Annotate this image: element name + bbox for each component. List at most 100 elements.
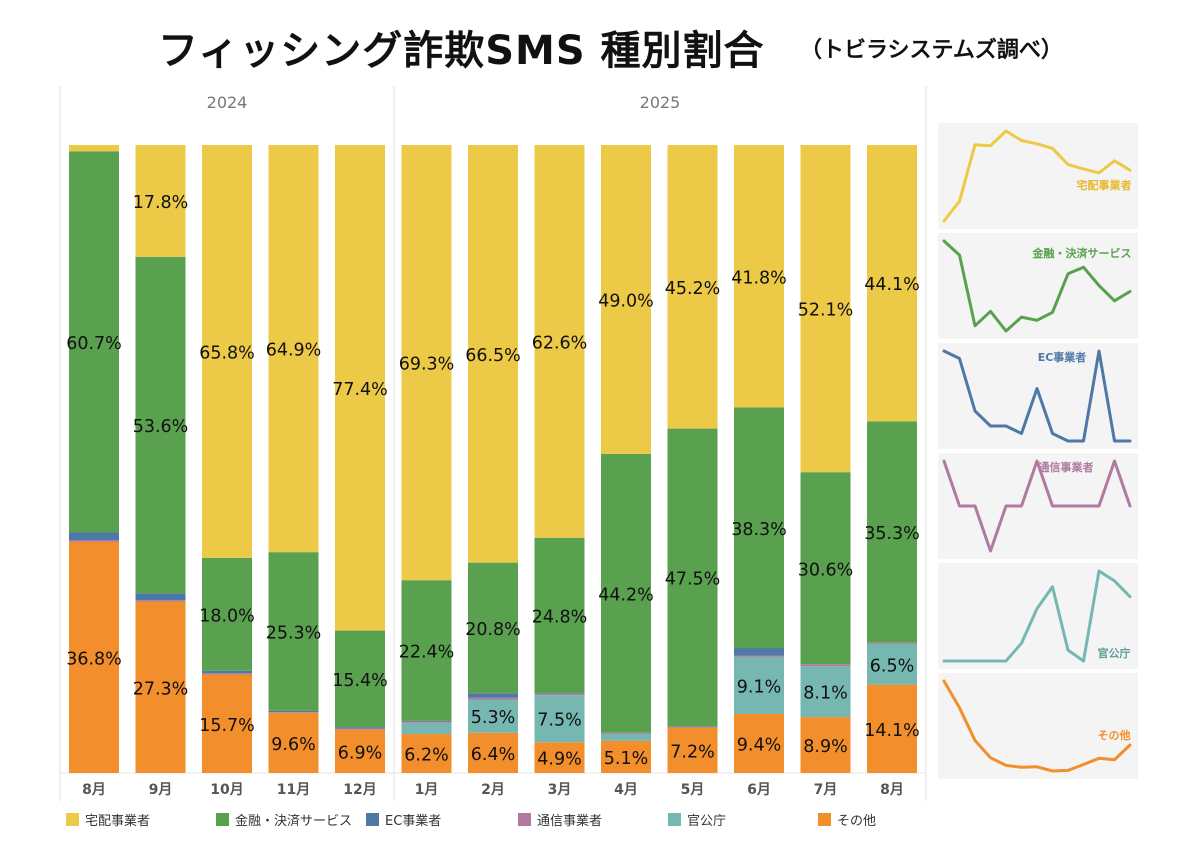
bar-segment bbox=[468, 699, 518, 733]
sparkline-1: 宅配事業者 bbox=[938, 123, 1138, 229]
bar-segment bbox=[867, 145, 917, 422]
data-label: 5.1% bbox=[604, 749, 648, 769]
bar-segment bbox=[468, 697, 518, 700]
data-label: 7.5% bbox=[537, 711, 581, 731]
sparkline-label: 通信事業者 bbox=[1039, 460, 1094, 474]
bar-segment bbox=[800, 145, 851, 473]
data-label: 66.5% bbox=[465, 346, 521, 366]
bar-segment bbox=[202, 557, 252, 671]
year-label-2024: 2024 bbox=[207, 93, 248, 112]
x-axis-ticks: 8月 9月 10月 11月 12月 1月 2月 3月 4月 5月 6月 7月 8月 bbox=[82, 782, 904, 798]
bar-column-10 bbox=[667, 145, 718, 773]
bar-column-6 bbox=[401, 145, 452, 773]
x-tick-label: 7月 bbox=[814, 782, 838, 798]
data-label: 35.3% bbox=[864, 524, 920, 544]
bar-segment bbox=[401, 722, 452, 735]
data-label: 52.1% bbox=[798, 301, 854, 321]
legend-label: その他 bbox=[837, 814, 876, 829]
sparkline-line bbox=[942, 569, 1132, 663]
bar-column-12 bbox=[800, 145, 851, 773]
bar-column-4 bbox=[268, 145, 319, 773]
year-headers: 2024 2025 bbox=[207, 93, 681, 112]
x-tick-label: 2月 bbox=[481, 782, 505, 798]
bar-segment bbox=[335, 728, 385, 730]
legend-item: 通信事業者 bbox=[518, 813, 602, 829]
legend-label: EC事業者 bbox=[385, 813, 441, 829]
data-label: 6.5% bbox=[870, 656, 914, 676]
bar-segment bbox=[135, 593, 186, 601]
bar-segment bbox=[867, 642, 917, 644]
sparkline-line bbox=[942, 129, 1132, 223]
x-tick-label: 3月 bbox=[548, 782, 572, 798]
sparkline-background bbox=[938, 563, 1138, 669]
chart-title: フィッシング詐欺SMS 種別割合 bbox=[158, 28, 765, 74]
bar-column-1 bbox=[69, 145, 119, 773]
bar-segment bbox=[401, 720, 452, 722]
bar-segment bbox=[534, 693, 585, 694]
sparkline-background bbox=[938, 123, 1138, 229]
legend-label: 通信事業者 bbox=[537, 813, 602, 829]
bar-segment bbox=[534, 742, 585, 773]
sparkline-line bbox=[942, 459, 1132, 553]
legend-swatch bbox=[518, 813, 531, 826]
x-tick-label: 9月 bbox=[149, 782, 173, 798]
bar-segment bbox=[534, 537, 585, 694]
bar-column-9 bbox=[601, 145, 651, 773]
data-label: 5.3% bbox=[471, 708, 515, 728]
chart-subtitle: （トビラシステムズ調べ） bbox=[800, 38, 1063, 63]
legend-swatch bbox=[66, 813, 79, 826]
data-label: 20.8% bbox=[465, 620, 521, 640]
data-label: 49.0% bbox=[598, 291, 654, 311]
bar-segment bbox=[534, 145, 585, 538]
sparkline-label: その他 bbox=[1098, 728, 1131, 742]
data-label: 9.6% bbox=[271, 735, 315, 755]
bar-segment bbox=[69, 532, 119, 541]
bar-segment bbox=[800, 664, 851, 667]
bar-segment bbox=[335, 630, 385, 728]
data-label: 25.3% bbox=[266, 624, 322, 644]
data-label: 62.6% bbox=[532, 333, 588, 353]
sparkline-4: 通信事業者 bbox=[938, 453, 1138, 559]
bar-segment bbox=[135, 145, 186, 257]
bar-segment bbox=[667, 428, 718, 727]
legend-item: その他 bbox=[818, 813, 876, 829]
bar-segment bbox=[202, 145, 252, 558]
bar-column-7 bbox=[468, 145, 518, 773]
legend: 宅配事業者 金融・決済サービス EC事業者 通信事業者 官公庁 その他 bbox=[66, 813, 876, 829]
bar-segment bbox=[534, 695, 585, 743]
data-label: 9.1% bbox=[737, 677, 781, 697]
bar-segment bbox=[800, 472, 851, 665]
data-label: 6.2% bbox=[404, 746, 448, 766]
data-label: 8.9% bbox=[803, 737, 847, 757]
x-tick-label: 11月 bbox=[277, 782, 310, 798]
legend-item: 官公庁 bbox=[668, 813, 726, 829]
year-label-2025: 2025 bbox=[640, 93, 681, 112]
data-label: 77.4% bbox=[332, 380, 388, 400]
bar-segment bbox=[268, 552, 319, 711]
legend-swatch bbox=[668, 813, 681, 826]
sparkline-line bbox=[942, 349, 1132, 443]
bar-segment bbox=[734, 407, 784, 649]
sparkline-background bbox=[938, 673, 1138, 779]
bar-segment bbox=[401, 734, 452, 773]
data-label: 38.3% bbox=[731, 520, 787, 540]
x-tick-label: 10月 bbox=[210, 782, 243, 798]
bar-segment bbox=[69, 151, 119, 533]
bar-segment bbox=[202, 670, 252, 674]
data-label: 15.4% bbox=[332, 671, 388, 691]
data-label: 24.8% bbox=[532, 608, 588, 628]
bar-segment bbox=[734, 656, 784, 714]
bar-segment bbox=[468, 732, 518, 773]
bar-segment bbox=[734, 713, 784, 773]
bar-column-11 bbox=[734, 145, 784, 773]
x-tick-label: 6月 bbox=[747, 782, 771, 798]
sparkline-2: 金融・決済サービス bbox=[938, 233, 1138, 339]
bar-segment bbox=[135, 600, 186, 602]
data-label: 53.6% bbox=[133, 417, 189, 437]
bar-segment bbox=[601, 453, 651, 733]
data-label: 8.1% bbox=[803, 684, 847, 704]
sparkline-3: EC事業者 bbox=[938, 343, 1138, 449]
data-label: 60.7% bbox=[66, 334, 122, 354]
bar-segment bbox=[335, 145, 385, 631]
